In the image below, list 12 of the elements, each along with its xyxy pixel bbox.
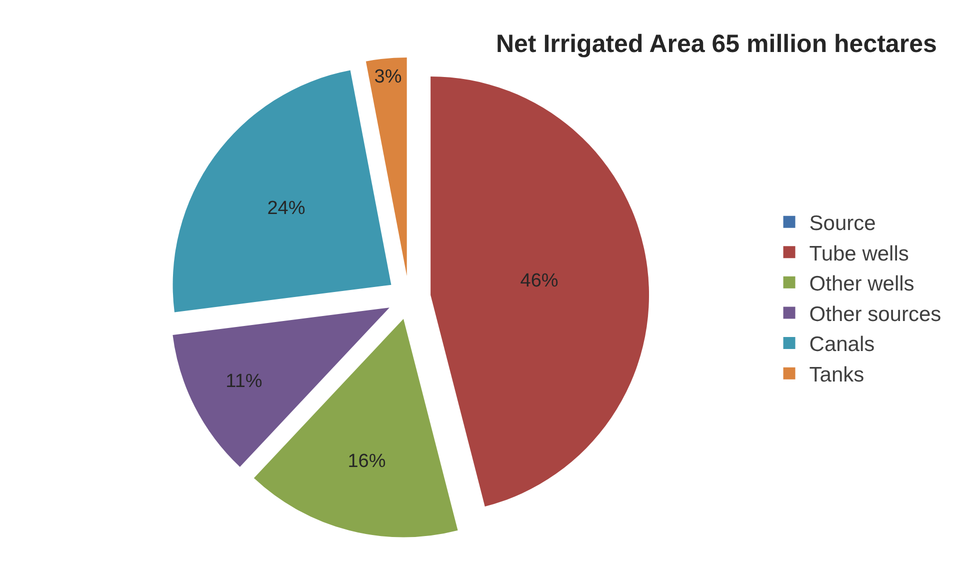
chart-title: Net Irrigated Area 65 million hectares (496, 30, 937, 58)
data-label: 11% (226, 371, 262, 392)
legend-label: Source (809, 212, 876, 236)
data-label: 46% (520, 270, 558, 292)
data-label: 3% (374, 66, 402, 88)
legend-label: Other sources (809, 302, 942, 326)
data-label: 16% (348, 451, 386, 472)
legend-label: Tanks (809, 364, 864, 387)
data-label: 24% (267, 198, 306, 220)
legend-label: Tube wells (809, 242, 909, 266)
legend-label: Other wells (809, 272, 914, 296)
legend-label: Canals (809, 333, 875, 356)
